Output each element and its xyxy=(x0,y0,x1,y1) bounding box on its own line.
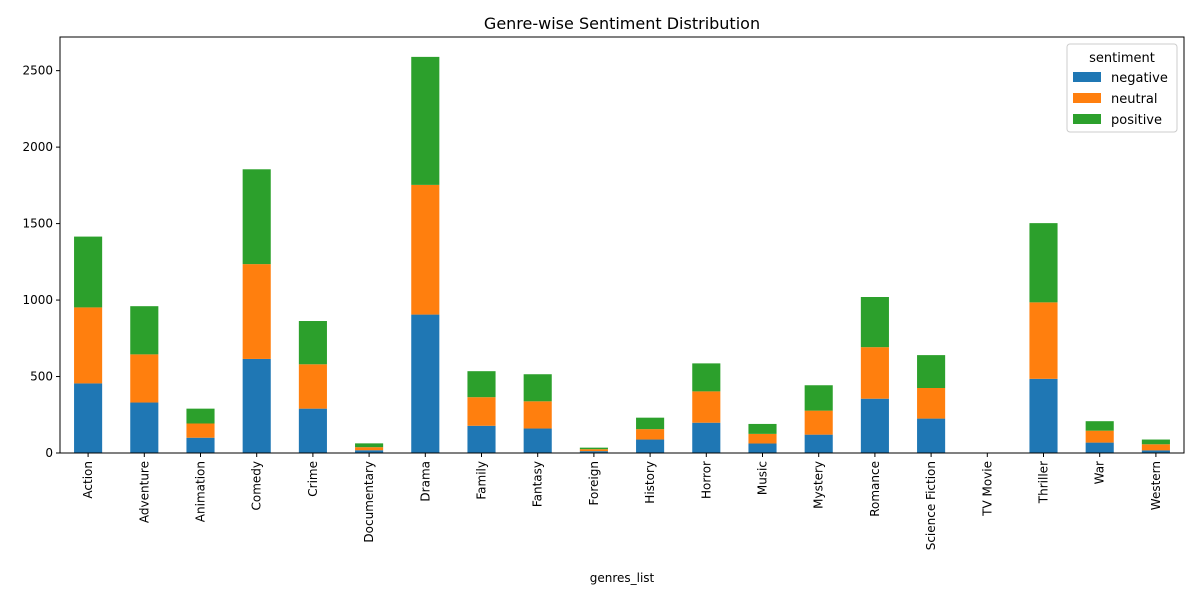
bar-neutral-documentary xyxy=(355,447,384,451)
bar-neutral-drama xyxy=(411,184,440,315)
bar-negative-documentary xyxy=(355,450,384,453)
x-tick-label: Western xyxy=(1149,461,1163,510)
bar-positive-documentary xyxy=(355,443,384,448)
y-tick-label: 2000 xyxy=(22,140,53,154)
x-tick-label: Foreign xyxy=(587,461,601,505)
bar-negative-crime xyxy=(298,408,327,453)
bars-layer xyxy=(74,56,1170,453)
bar-negative-drama xyxy=(411,314,440,453)
bar-neutral-music xyxy=(748,433,777,444)
x-tick-label: Drama xyxy=(418,461,432,502)
bar-positive-animation xyxy=(186,408,215,424)
plot-frame xyxy=(59,36,1185,454)
x-tick-label: History xyxy=(643,461,657,504)
bar-negative-mystery xyxy=(804,434,833,453)
bar-negative-family xyxy=(467,425,496,453)
bar-negative-history xyxy=(636,439,665,453)
bar-negative-romance xyxy=(860,398,889,453)
x-axis-label: genres_list xyxy=(590,571,655,585)
legend-box xyxy=(1066,43,1178,133)
bar-neutral-family xyxy=(467,397,496,426)
bar-positive-thriller xyxy=(1029,223,1058,303)
bar-neutral-foreign xyxy=(579,449,608,452)
bar-negative-action xyxy=(74,383,103,453)
bar-positive-science-fiction xyxy=(917,355,946,388)
x-tick-label: Action xyxy=(81,461,95,499)
x-tick-label: Science Fiction xyxy=(924,461,938,550)
bar-neutral-fantasy xyxy=(523,401,552,429)
x-tick-label: Fantasy xyxy=(531,461,545,507)
bar-negative-music xyxy=(748,443,777,453)
bar-positive-music xyxy=(748,423,777,434)
x-tick-label: Thriller xyxy=(1037,461,1051,504)
y-axis: 0 500 1000 1500 2000 2500 xyxy=(22,64,60,460)
bar-negative-horror xyxy=(692,422,721,453)
bar-positive-war xyxy=(1085,421,1114,431)
x-tick-label: Adventure xyxy=(137,461,151,523)
y-tick-label: 1000 xyxy=(22,293,53,307)
bar-neutral-adventure xyxy=(130,354,159,403)
x-tick-label: Horror xyxy=(699,461,713,499)
x-tick-label: Family xyxy=(475,461,489,500)
bar-positive-horror xyxy=(692,363,721,392)
bar-negative-western xyxy=(1141,450,1170,453)
bar-neutral-western xyxy=(1141,444,1170,451)
bar-negative-comedy xyxy=(242,358,271,453)
chart-title: Genre-wise Sentiment Distribution xyxy=(484,14,760,33)
bar-positive-fantasy xyxy=(523,374,552,402)
bar-positive-comedy xyxy=(242,169,271,265)
bar-positive-drama xyxy=(411,56,440,185)
bar-positive-foreign xyxy=(579,447,608,450)
bar-neutral-action xyxy=(74,307,103,384)
bar-negative-science-fiction xyxy=(917,418,946,453)
bar-negative-thriller xyxy=(1029,378,1058,453)
legend-title: sentiment xyxy=(1089,51,1155,66)
bar-positive-family xyxy=(467,371,496,398)
bar-positive-crime xyxy=(298,321,327,365)
bar-neutral-war xyxy=(1085,430,1114,443)
x-tick-label: War xyxy=(1093,461,1107,484)
x-tick-label: Music xyxy=(756,461,770,495)
bar-neutral-horror xyxy=(692,391,721,423)
legend-label-positive: positive xyxy=(1111,113,1162,128)
bar-negative-war xyxy=(1085,442,1114,453)
bar-negative-adventure xyxy=(130,402,159,453)
legend: sentiment negative neutral positive xyxy=(1066,43,1178,133)
y-tick-label: 1500 xyxy=(22,217,53,231)
x-tick-label: Crime xyxy=(306,461,320,497)
bar-neutral-science-fiction xyxy=(917,388,946,419)
bar-positive-action xyxy=(74,236,103,308)
bar-positive-history xyxy=(636,417,665,430)
x-tick-label: Romance xyxy=(868,461,882,517)
bar-neutral-comedy xyxy=(242,264,271,359)
legend-swatch-neutral xyxy=(1073,93,1101,103)
x-tick-label: Comedy xyxy=(250,461,264,511)
bar-neutral-history xyxy=(636,429,665,440)
y-tick-label: 2500 xyxy=(22,64,53,78)
bar-positive-western xyxy=(1141,439,1170,445)
legend-label-neutral: neutral xyxy=(1111,92,1158,107)
bar-positive-mystery xyxy=(804,385,833,411)
legend-label-negative: negative xyxy=(1111,71,1168,86)
bar-neutral-mystery xyxy=(804,410,833,435)
legend-swatch-positive xyxy=(1073,114,1101,124)
x-tick-label: TV Movie xyxy=(980,461,994,517)
y-tick-label: 0 xyxy=(45,446,53,460)
bar-negative-foreign xyxy=(579,451,608,453)
legend-swatch-negative xyxy=(1073,72,1101,82)
bar-negative-animation xyxy=(186,437,215,453)
bar-negative-fantasy xyxy=(523,428,552,453)
bar-positive-adventure xyxy=(130,306,159,355)
x-axis: Action Adventure Animation Comedy Crime Docum… xyxy=(81,453,1163,550)
x-tick-label: Animation xyxy=(194,461,208,522)
x-tick-label: Documentary xyxy=(362,461,376,543)
bar-neutral-animation xyxy=(186,423,215,438)
bar-neutral-thriller xyxy=(1029,302,1058,379)
x-tick-label: Mystery xyxy=(812,461,826,509)
bar-neutral-crime xyxy=(298,364,327,409)
bar-neutral-romance xyxy=(860,347,889,399)
y-tick-label: 500 xyxy=(30,370,53,384)
bar-positive-romance xyxy=(860,297,889,348)
